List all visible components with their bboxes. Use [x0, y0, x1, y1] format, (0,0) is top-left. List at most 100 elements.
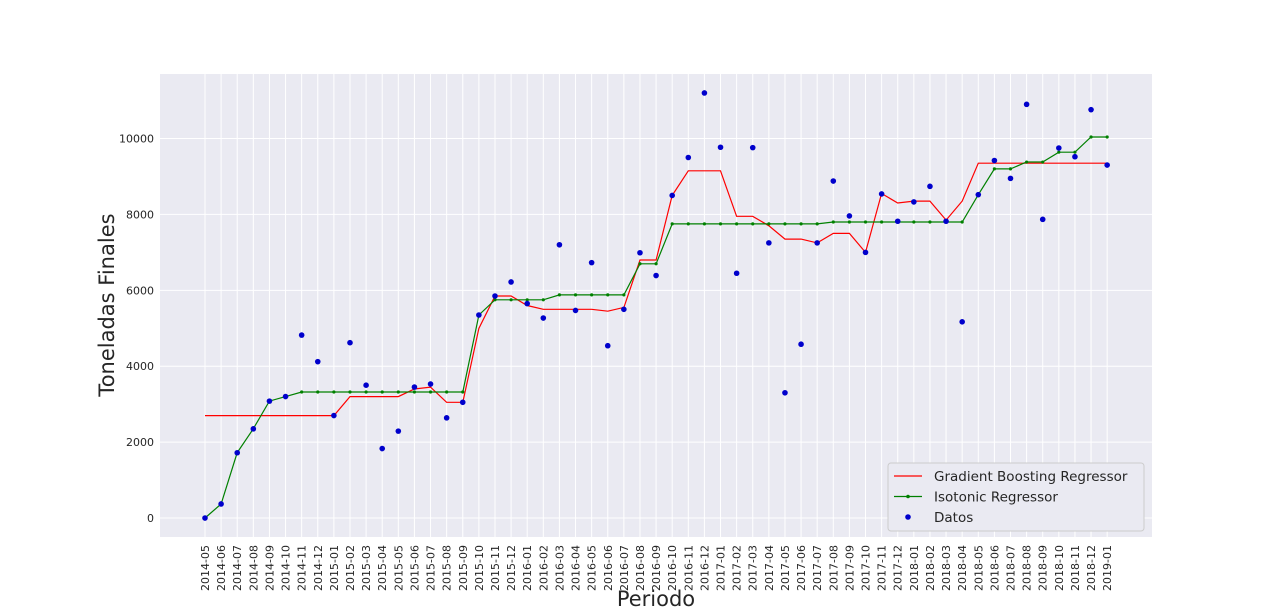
y-tick-label: 8000	[126, 208, 154, 221]
point-datos	[411, 384, 418, 390]
series-line-gradient-boosting-regressor	[205, 162, 1108, 417]
y-tick-label: 4000	[126, 360, 154, 373]
point-isotonic-regressor	[332, 390, 336, 394]
point-datos	[846, 213, 853, 219]
legend-marker-isotonic-regressor	[906, 494, 910, 499]
point-isotonic-regressor	[606, 293, 610, 297]
x-tick-label: 2014-08	[247, 545, 260, 591]
point-datos	[298, 332, 305, 338]
point-datos	[911, 199, 917, 205]
point-datos	[314, 358, 321, 365]
point-datos	[959, 319, 965, 325]
x-tick-label: 2017-12	[892, 545, 905, 591]
x-tick-label: 2015-01	[328, 545, 341, 591]
point-isotonic-regressor	[316, 390, 320, 394]
x-tick-label: 2017-01	[715, 545, 728, 591]
point-datos	[459, 399, 466, 406]
point-datos	[427, 381, 434, 387]
x-tick-label: 2016-06	[602, 545, 615, 591]
point-isotonic-regressor	[928, 220, 932, 224]
x-tick-label: 2014-07	[231, 545, 244, 591]
point-datos	[685, 154, 692, 161]
point-isotonic-regressor	[348, 390, 352, 394]
x-tick-label: 2015-06	[408, 545, 421, 591]
point-isotonic-regressor	[702, 222, 707, 226]
point-isotonic-regressor	[767, 222, 771, 226]
x-tick-label: 2016-12	[698, 545, 711, 591]
x-tick-label: 2018-03	[940, 545, 953, 591]
point-datos	[379, 445, 386, 452]
point-isotonic-regressor	[396, 390, 400, 394]
point-datos	[234, 449, 241, 456]
point-isotonic-regressor	[1057, 150, 1061, 154]
y-tick-label: 2000	[126, 436, 154, 449]
point-datos	[878, 191, 885, 197]
x-tick-label: 2015-03	[360, 545, 373, 591]
x-tick-label: 2017-05	[779, 545, 792, 591]
x-tick-label: 2014-10	[280, 545, 293, 591]
x-tick-label: 2015-12	[505, 545, 518, 591]
point-isotonic-regressor	[557, 293, 562, 297]
point-isotonic-regressor	[1041, 160, 1045, 164]
point-datos	[443, 415, 450, 421]
point-datos	[733, 270, 740, 277]
x-tick-label: 2018-02	[924, 545, 937, 591]
point-isotonic-regressor	[622, 293, 626, 297]
point-datos	[1007, 175, 1014, 182]
x-tick-label: 2015-07	[425, 545, 438, 591]
point-isotonic-regressor	[783, 222, 787, 226]
point-datos	[862, 249, 869, 256]
point-datos	[524, 300, 530, 307]
x-tick-label: 2014-11	[296, 545, 309, 591]
x-tick-label: 2015-09	[457, 545, 470, 591]
x-tick-label: 2018-01	[908, 545, 921, 591]
point-isotonic-regressor	[541, 298, 545, 302]
point-datos	[749, 144, 756, 151]
x-tick-label: 2016-10	[666, 545, 679, 591]
point-datos	[266, 398, 273, 404]
x-tick-label: 2015-04	[376, 545, 389, 591]
point-datos	[572, 307, 579, 314]
point-isotonic-regressor	[1025, 160, 1029, 164]
x-tick-label: 2015-11	[489, 545, 502, 591]
x-tick-label: 2016-01	[521, 545, 534, 591]
point-datos	[540, 315, 547, 321]
point-datos	[331, 412, 337, 419]
x-tick-label: 2018-10	[1053, 545, 1066, 591]
x-tick-label: 2017-04	[763, 545, 776, 591]
x-axis-label: Periodo	[617, 587, 695, 611]
x-tick-label: 2014-09	[263, 545, 276, 591]
y-tick-label: 10000	[119, 133, 154, 146]
point-isotonic-regressor	[380, 390, 384, 394]
x-tick-label: 2018-07	[1005, 545, 1018, 591]
y-axis-label: Toneladas Finales	[95, 213, 119, 397]
point-datos	[830, 178, 837, 184]
point-isotonic-regressor	[509, 298, 513, 302]
grid	[160, 74, 1152, 537]
point-datos	[202, 515, 208, 521]
point-datos	[927, 183, 933, 190]
x-tick-label: 2017-06	[795, 545, 808, 591]
point-isotonic-regressor	[1073, 150, 1077, 154]
point-datos	[1088, 106, 1094, 113]
point-isotonic-regressor	[638, 262, 642, 266]
x-tick-label: 2017-10	[860, 545, 873, 591]
x-tick-label: 2015-08	[441, 545, 454, 591]
point-isotonic-regressor	[960, 220, 964, 224]
point-datos	[669, 192, 675, 199]
legend-box	[887, 462, 1145, 532]
x-tick-label: 2016-03	[553, 545, 566, 591]
y-tick-label: 0	[147, 512, 154, 525]
x-tick-label: 2017-09	[843, 545, 856, 591]
point-datos	[588, 259, 595, 266]
x-tick-label: 2017-11	[876, 545, 889, 591]
point-isotonic-regressor	[493, 298, 497, 302]
point-isotonic-regressor	[992, 167, 996, 171]
point-datos	[492, 293, 498, 299]
x-tick-label: 2017-02	[731, 545, 744, 591]
point-datos	[717, 144, 724, 151]
point-isotonic-regressor	[735, 222, 739, 226]
x-tick-label: 2018-05	[972, 545, 985, 591]
point-datos	[1104, 162, 1110, 168]
